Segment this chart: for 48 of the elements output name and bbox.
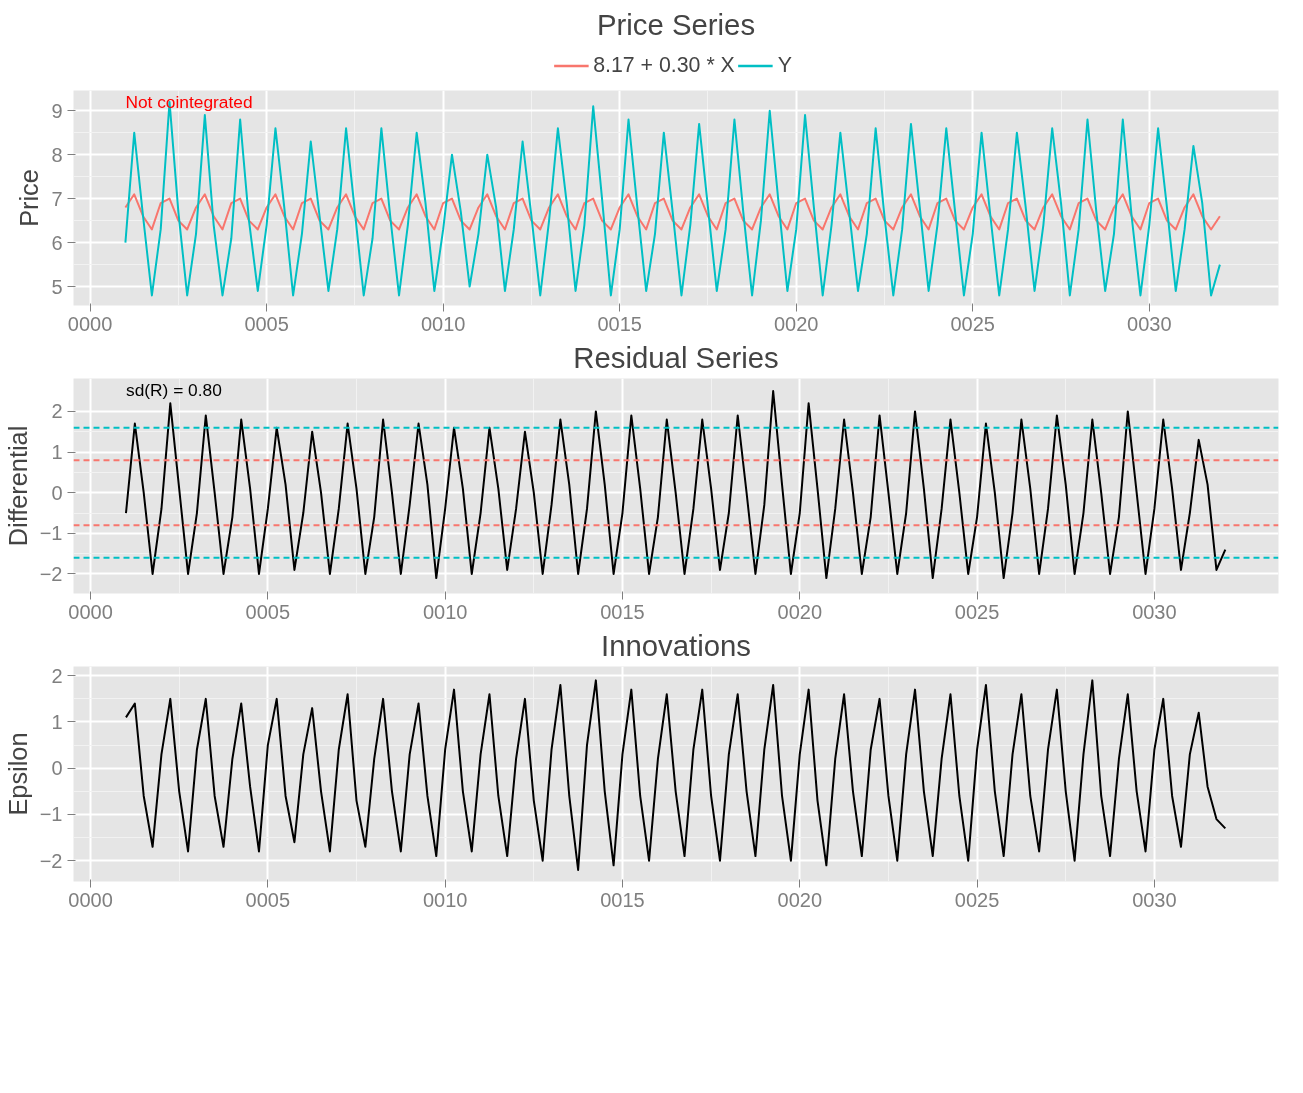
y-tick-label: 0 xyxy=(51,481,63,504)
y-tick-label: 5 xyxy=(51,275,63,298)
y-tick-label: 0 xyxy=(51,757,63,780)
x-tick-label: 0000 xyxy=(67,312,113,335)
x-tick-label: 0025 xyxy=(950,312,995,335)
x-tick-label: 0005 xyxy=(244,312,289,335)
legend-label: Y xyxy=(777,52,794,78)
x-tick-label: 0030 xyxy=(1127,312,1172,335)
y-axis-title: Price xyxy=(15,169,44,227)
line-series xyxy=(124,193,1221,231)
x-tick-label: 0020 xyxy=(777,600,823,623)
y-tick-label: 6 xyxy=(51,231,63,254)
x-tick-label: 0015 xyxy=(600,600,645,623)
line-series xyxy=(124,679,1227,871)
y-tick-label: 8 xyxy=(51,143,63,166)
chart-title: Residual Series xyxy=(573,340,779,374)
x-tick-label: 0015 xyxy=(597,312,642,335)
y-tick-label: 2 xyxy=(51,400,63,423)
y-tick-label: −1 xyxy=(39,803,63,826)
x-tick-label: 0020 xyxy=(773,312,819,335)
x-tick-label: 0000 xyxy=(68,888,113,911)
x-tick-label: 0025 xyxy=(954,888,1000,911)
y-tick-label: 2 xyxy=(51,664,63,687)
x-tick-label: 0010 xyxy=(422,888,468,911)
x-tick-label: 0030 xyxy=(1132,600,1177,623)
x-tick-label: 0015 xyxy=(600,888,645,911)
y-tick-label: 1 xyxy=(51,441,63,464)
y-tick-label: −2 xyxy=(39,849,63,872)
x-tick-label: 0010 xyxy=(420,312,466,335)
y-tick-label: −1 xyxy=(39,522,63,545)
x-tick-label: 0000 xyxy=(68,600,113,623)
x-tick-label: 0025 xyxy=(954,600,1000,623)
x-tick-label: 0005 xyxy=(245,888,291,911)
y-tick-label: 7 xyxy=(51,187,63,210)
y-tick-label: 9 xyxy=(51,99,63,122)
y-axis-title: Epsilon xyxy=(3,732,32,816)
y-axis-title: Differential xyxy=(3,425,32,547)
legend-label: 8.17 + 0.30 * X xyxy=(593,52,735,78)
chart-title: Innovations xyxy=(601,628,752,662)
annotation: sd(R) = 0.80 xyxy=(125,379,222,400)
x-tick-label: 0005 xyxy=(245,600,291,623)
x-tick-label: 0020 xyxy=(777,888,823,911)
x-tick-label: 0010 xyxy=(422,600,468,623)
x-tick-label: 0030 xyxy=(1132,888,1177,911)
y-tick-label: 1 xyxy=(51,710,63,733)
chart-title: Price Series xyxy=(596,7,756,41)
y-tick-label: −2 xyxy=(39,562,63,585)
annotation: Not cointegrated xyxy=(125,91,253,112)
